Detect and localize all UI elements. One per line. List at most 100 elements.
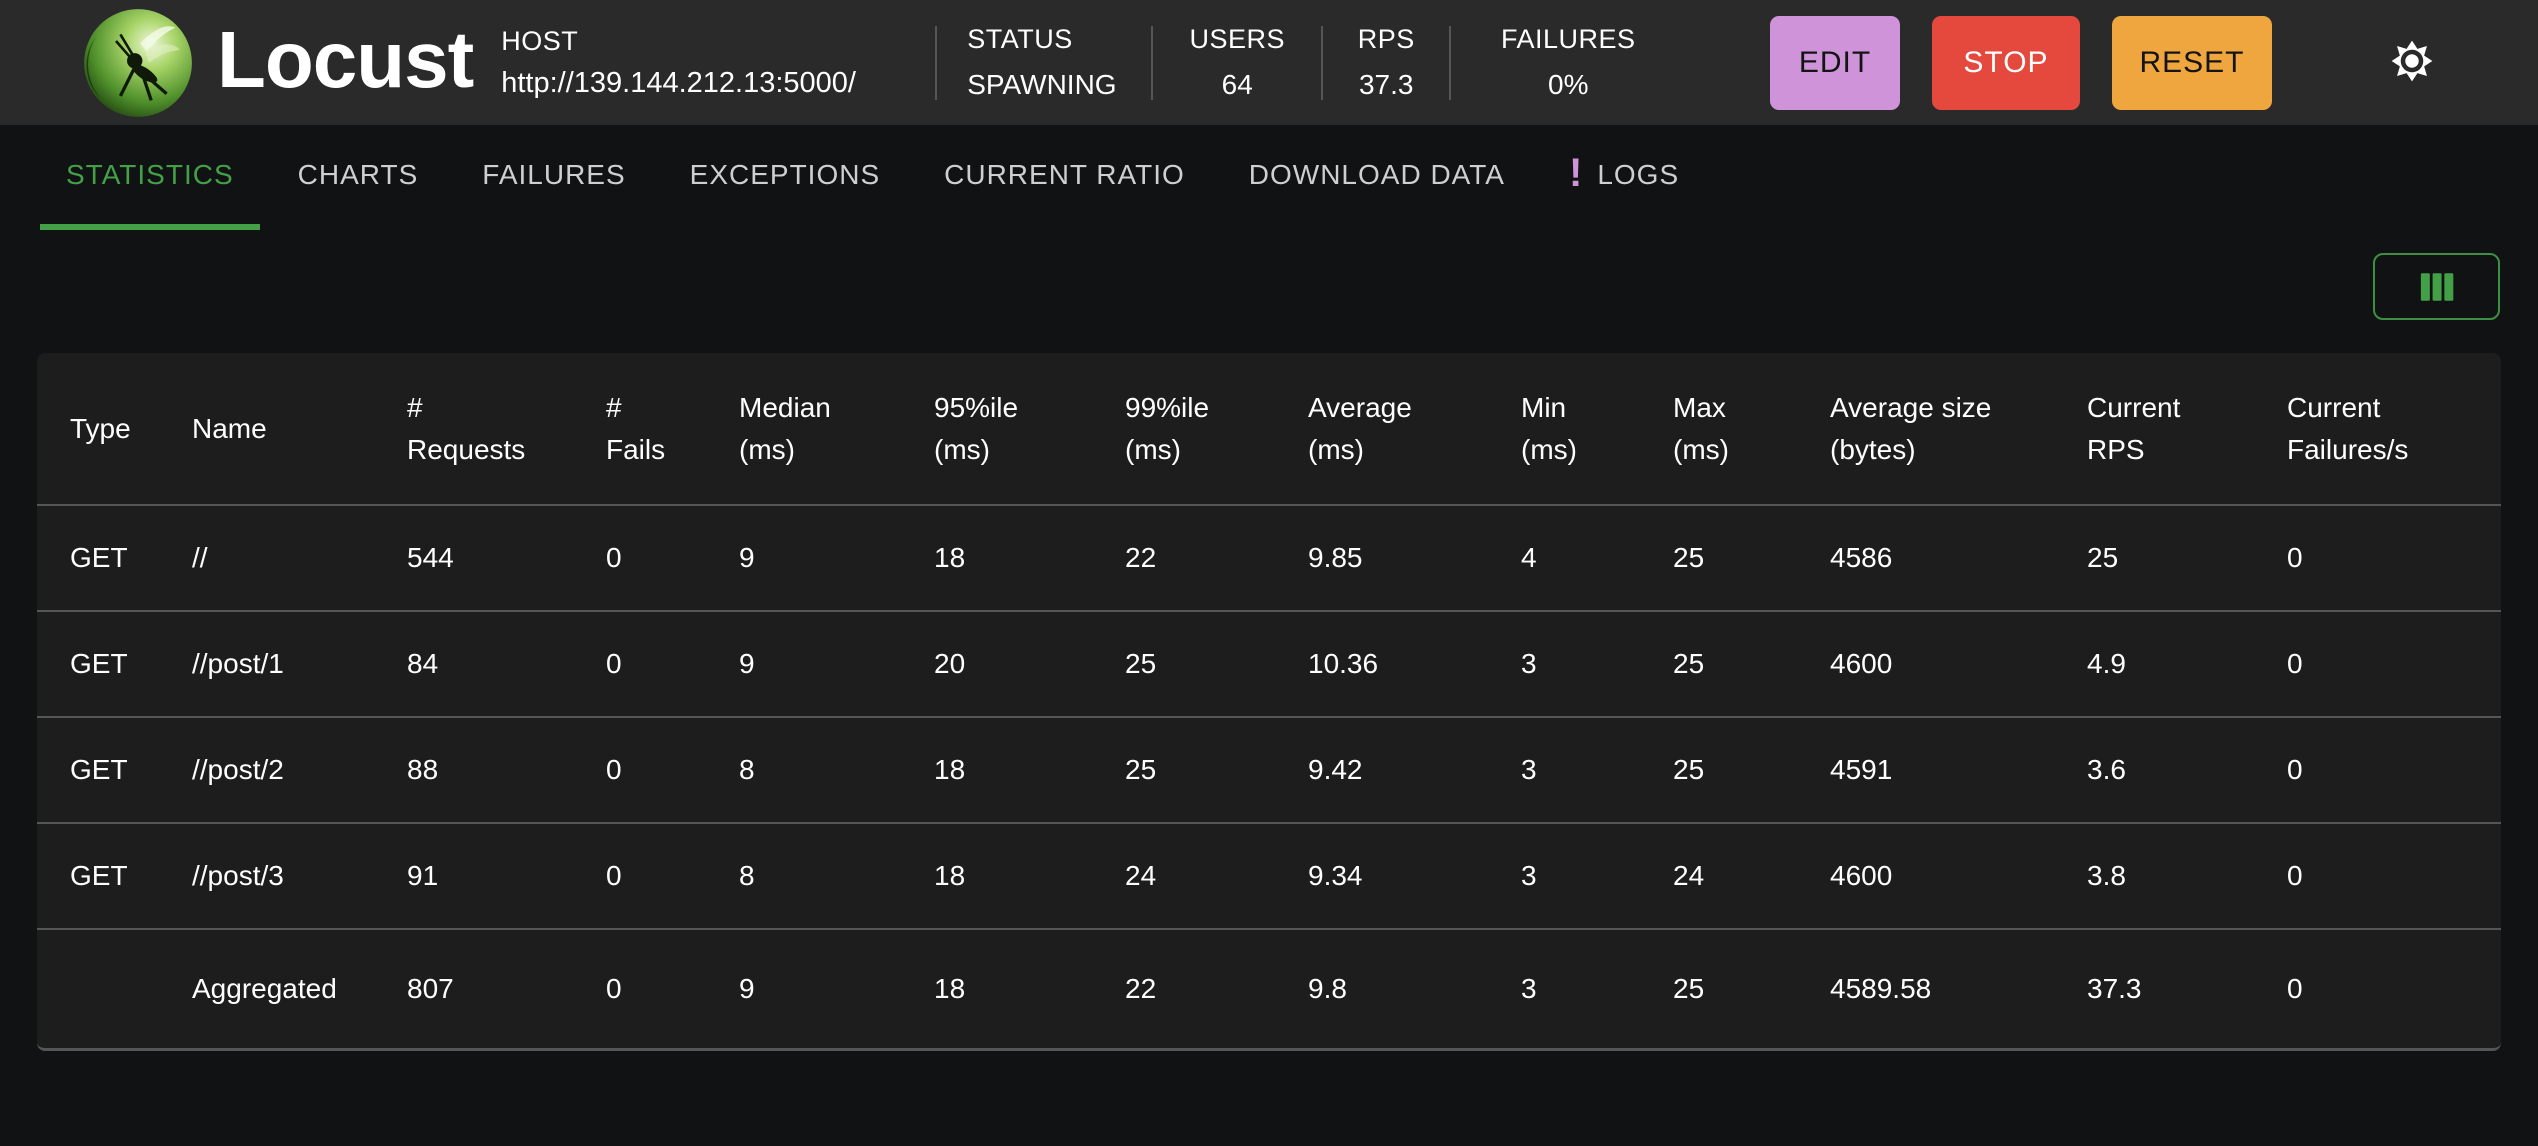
cell: 0 — [2287, 973, 2303, 1004]
cell: 3 — [1521, 648, 1537, 679]
stat-value: 37.3 — [1358, 69, 1414, 100]
cell: 25 — [1125, 648, 1157, 679]
cell: 20 — [934, 648, 966, 679]
cell: 84 — [407, 648, 439, 679]
cell: 25 — [1673, 648, 1705, 679]
app-title: Locust — [217, 14, 474, 104]
tab-label: CHARTS — [297, 158, 419, 190]
topbar: Locust HOST http://139.144.212.13:5000/ … — [0, 0, 2538, 125]
cell: 25 — [1673, 754, 1705, 785]
cell: 18 — [934, 542, 966, 573]
reset-button[interactable]: RESET — [2112, 15, 2272, 110]
table-row: GET //post/2 88 0 8 18 25 9.42 3 25 4591… — [37, 717, 2501, 823]
col-header-current-rps[interactable]: Current RPS — [2087, 391, 2181, 465]
cell: //post/1 — [192, 648, 284, 679]
stat-users: USERS 64 — [1153, 24, 1321, 101]
cell: GET — [70, 542, 128, 573]
tab-bar: STATISTICS CHARTS FAILURES EXCEPTIONS CU… — [0, 125, 2538, 230]
stat-value: 64 — [1221, 69, 1253, 100]
col-header-current-failures[interactable]: Current Failures/s — [2287, 391, 2409, 465]
cell: 0 — [606, 973, 622, 1004]
stat-label: RPS — [1357, 24, 1415, 54]
table-row-aggregated: Aggregated 807 0 9 18 22 9.8 3 25 4589.5… — [37, 929, 2501, 1048]
cell: 9.34 — [1308, 860, 1363, 891]
col-header-average[interactable]: Average (ms) — [1308, 391, 1412, 465]
divider — [1449, 25, 1452, 100]
col-header-min[interactable]: Min (ms) — [1521, 391, 1577, 465]
cell: 807 — [407, 973, 454, 1004]
cell: 9 — [739, 542, 755, 573]
tab-download-data[interactable]: DOWNLOAD DATA — [1223, 125, 1531, 230]
cell: 4600 — [1830, 860, 1893, 891]
stat-status: STATUS SPAWNING — [937, 24, 1151, 101]
tab-statistics[interactable]: STATISTICS — [40, 125, 260, 230]
cell: 0 — [2287, 542, 2303, 573]
table-header-row: Type Name # Requests # Fails Median (ms)… — [37, 353, 2501, 505]
cell: 18 — [934, 973, 966, 1004]
edit-button[interactable]: EDIT — [1770, 15, 1900, 110]
tab-label: STATISTICS — [66, 158, 234, 190]
stat-failures: FAILURES 0% — [1451, 24, 1685, 101]
cell: 4591 — [1830, 754, 1893, 785]
statistics-table-card: Type Name # Requests # Fails Median (ms)… — [37, 353, 2501, 1051]
cell: 25 — [1673, 542, 1705, 573]
col-header-median[interactable]: Median (ms) — [739, 391, 831, 465]
tab-label: EXCEPTIONS — [689, 158, 881, 190]
host-url: http://139.144.212.13:5000/ — [501, 66, 856, 99]
cell: 0 — [606, 754, 622, 785]
cell: 544 — [407, 542, 454, 573]
exclamation-alert-icon: ! — [1568, 150, 1584, 195]
col-header-requests[interactable]: # Requests — [407, 391, 526, 465]
cell: Aggregated — [192, 973, 337, 1004]
cell: 91 — [407, 860, 439, 891]
col-header-avg-size[interactable]: Average size (bytes) — [1830, 391, 1992, 465]
divider — [935, 25, 938, 100]
stat-rps: RPS 37.3 — [1323, 24, 1449, 101]
column-selector-button[interactable] — [2373, 253, 2500, 320]
divider — [1151, 25, 1154, 100]
stop-button[interactable]: STOP — [1932, 15, 2080, 110]
stat-label: STATUS — [967, 24, 1073, 54]
col-header-max[interactable]: Max (ms) — [1673, 391, 1729, 465]
col-header-name[interactable]: Name — [192, 412, 267, 444]
table-row: GET //post/1 84 0 9 20 25 10.36 3 25 460… — [37, 611, 2501, 717]
tab-current-ratio[interactable]: CURRENT RATIO — [918, 125, 1211, 230]
cell: 18 — [934, 860, 966, 891]
cell: 4589.58 — [1830, 973, 1932, 1004]
stat-value: SPAWNING — [967, 69, 1117, 100]
cell: 3.8 — [2087, 860, 2126, 891]
cell: 3 — [1521, 973, 1537, 1004]
tab-logs[interactable]: ! LOGS — [1543, 125, 1705, 230]
settings-button[interactable] — [2384, 35, 2440, 91]
cell: 0 — [606, 542, 622, 573]
col-header-95ile[interactable]: 95%ile (ms) — [934, 391, 1019, 465]
col-header-type[interactable]: Type — [70, 412, 131, 444]
tab-label: FAILURES — [482, 158, 626, 190]
cell: 3 — [1521, 860, 1537, 891]
col-header-99ile[interactable]: 99%ile (ms) — [1125, 391, 1210, 465]
cell: 25 — [1125, 754, 1157, 785]
table-row: GET // 544 0 9 18 22 9.85 4 25 4586 25 0 — [37, 505, 2501, 611]
locust-logo[interactable] — [83, 8, 193, 118]
cell: 9.85 — [1308, 542, 1363, 573]
tab-label: LOGS — [1597, 158, 1680, 190]
stat-label: USERS — [1189, 24, 1285, 54]
divider — [1321, 25, 1324, 100]
cell: 22 — [1125, 973, 1157, 1004]
tab-exceptions[interactable]: EXCEPTIONS — [664, 125, 906, 230]
view-columns-icon — [2420, 272, 2453, 301]
stat-value: 0% — [1548, 69, 1589, 100]
cell — [37, 929, 192, 1048]
stat-label: FAILURES — [1500, 24, 1636, 54]
tab-label: DOWNLOAD DATA — [1248, 158, 1505, 190]
tab-charts[interactable]: CHARTS — [272, 125, 445, 230]
cell: 4 — [1521, 542, 1537, 573]
cell: 8 — [739, 754, 755, 785]
col-header-fails[interactable]: # Fails — [606, 391, 666, 465]
tab-failures[interactable]: FAILURES — [456, 125, 651, 230]
cell: GET — [70, 754, 128, 785]
cell: // — [192, 542, 208, 573]
cell: 10.36 — [1308, 648, 1379, 679]
cell: 3.6 — [2087, 754, 2126, 785]
cell: //post/2 — [192, 754, 284, 785]
